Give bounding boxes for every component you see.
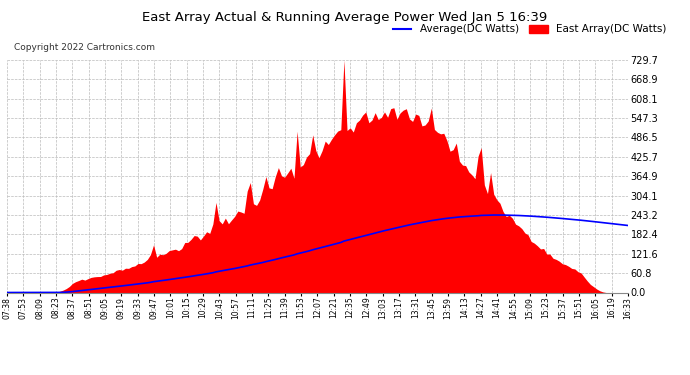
Text: Copyright 2022 Cartronics.com: Copyright 2022 Cartronics.com <box>14 43 155 52</box>
Text: East Array Actual & Running Average Power Wed Jan 5 16:39: East Array Actual & Running Average Powe… <box>142 11 548 24</box>
Legend: Average(DC Watts), East Array(DC Watts): Average(DC Watts), East Array(DC Watts) <box>388 20 671 39</box>
